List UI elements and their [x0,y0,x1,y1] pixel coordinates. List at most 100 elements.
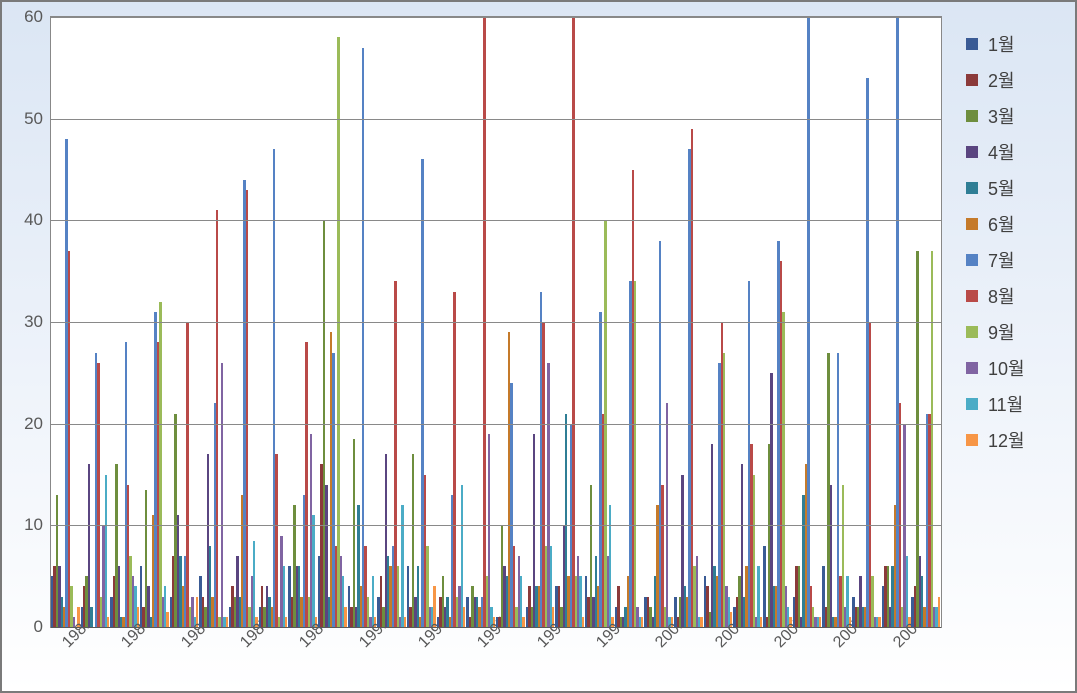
bar [763,546,765,627]
gridline [51,119,941,120]
legend-swatch [966,218,978,230]
bar [305,342,307,627]
y-tick-label: 0 [34,617,43,637]
bar [782,312,784,627]
bar [159,302,161,627]
bar [312,515,314,627]
bar [362,48,364,628]
bar [931,251,933,627]
bar [97,363,99,627]
legend-item: 7월 [966,242,1025,278]
bar [661,485,663,627]
legend-label: 3월 [988,103,1015,129]
bar [641,617,643,627]
bar [609,505,611,627]
legend-swatch [966,290,978,302]
legend-swatch [966,254,978,266]
bar [753,475,755,628]
bar [275,454,277,627]
legend-label: 2월 [988,67,1015,93]
legend-swatch [966,362,978,374]
gridline [51,220,941,221]
y-tick-label: 20 [24,414,43,434]
legend-item: 1월 [966,26,1025,62]
y-tick-label: 10 [24,515,43,535]
bar [68,251,70,627]
bar [899,403,901,627]
bar [700,617,702,627]
y-tick-label: 30 [24,312,43,332]
legend-swatch [966,398,978,410]
bar [285,617,287,627]
gridline [51,17,941,18]
bar [105,475,107,628]
legend-item: 11월 [966,386,1025,422]
legend-swatch [966,74,978,86]
bar [760,617,762,627]
legend-label: 12월 [988,427,1025,453]
legend-item: 4월 [966,134,1025,170]
legend-swatch [966,434,978,446]
y-tick-label: 40 [24,210,43,230]
bar [186,322,188,627]
bar [404,617,406,627]
bar [353,439,355,627]
bar [221,363,223,627]
legend-swatch [966,326,978,338]
legend-label: 1월 [988,31,1015,57]
bar [488,434,490,627]
gridline [51,424,941,425]
legend-swatch [966,182,978,194]
legend-label: 9월 [988,319,1015,345]
bar [88,464,90,627]
legend-label: 10월 [988,355,1025,381]
bar [938,597,940,628]
bar [634,281,636,627]
bar [582,617,584,627]
legend-swatch [966,38,978,50]
bar [453,292,455,628]
bar [337,37,339,627]
bar [246,190,248,627]
legend-item: 9월 [966,314,1025,350]
bar [878,617,880,627]
legend-swatch [966,110,978,122]
legend-item: 12월 [966,422,1025,458]
y-tick-label: 60 [24,7,43,27]
bar [226,617,228,627]
legend-item: 8월 [966,278,1025,314]
plot-area: 1981198319851987198919911993199519971999… [50,16,942,628]
bar [463,607,465,627]
chart-frame: 1981198319851987198919911993199519971999… [0,0,1077,693]
legend-item: 2월 [966,62,1025,98]
legend-label: 6월 [988,211,1015,237]
bar [830,485,832,627]
bar [401,505,403,627]
legend-label: 4월 [988,139,1015,165]
bar [166,612,168,627]
gridline [51,322,941,323]
y-tick-label: 50 [24,109,43,129]
bar [107,617,109,627]
legend-label: 8월 [988,283,1015,309]
legend-item: 5월 [966,170,1025,206]
legend-label: 5월 [988,175,1015,201]
gridline [51,627,941,628]
legend: 1월 2월 3월 4월 5월 6월 7월 8월 9월 10월 11월 12월 [966,26,1025,458]
legend-label: 7월 [988,247,1015,273]
legend-item: 10월 [966,350,1025,386]
bar [666,403,668,627]
gridline [51,525,941,526]
bar [842,485,844,627]
bar [90,607,92,627]
bar [216,210,218,627]
bar [819,617,821,627]
legend-item: 6월 [966,206,1025,242]
legend-label: 11월 [988,391,1023,417]
bar [691,129,693,627]
bar [461,485,463,627]
legend-item: 3월 [966,98,1025,134]
bar [522,617,524,627]
bar [344,607,346,627]
legend-swatch [966,146,978,158]
